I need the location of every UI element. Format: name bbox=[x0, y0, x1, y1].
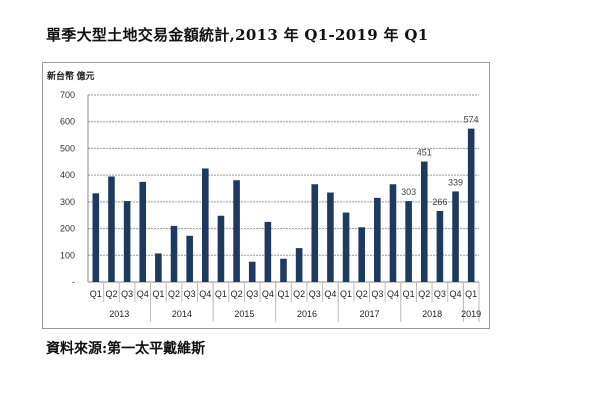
bar bbox=[123, 201, 131, 282]
x-tick-label: Q4 bbox=[137, 289, 149, 299]
chart-title: 單季大型土地交易金額統計,2013 年 Q1-2019 年 Q1 bbox=[46, 26, 429, 44]
bar bbox=[108, 176, 115, 282]
year-label: 2013 bbox=[109, 309, 129, 319]
bar bbox=[452, 191, 459, 282]
x-tick-label: Q3 bbox=[246, 289, 258, 299]
y-tick-label: 200 bbox=[60, 224, 75, 234]
chart-frame: 新台幣 億元 -100 200 300 400 500 600 700 Q1 Q2 Q3 Q4 2013… bbox=[42, 62, 490, 329]
bar bbox=[139, 181, 147, 282]
y-tick-label: 600 bbox=[60, 117, 75, 127]
bar bbox=[248, 261, 256, 282]
bar bbox=[327, 192, 334, 282]
x-tick-label: Q1 bbox=[277, 289, 289, 299]
bar bbox=[389, 184, 397, 282]
x-tick-label: Q3 bbox=[121, 289, 133, 299]
y-tick-label: 100 bbox=[60, 250, 75, 260]
x-tick-label: Q2 bbox=[418, 289, 430, 299]
x-tick-label: Q3 bbox=[434, 289, 446, 299]
x-tick-label: Q2 bbox=[168, 289, 180, 299]
x-tick-label: Q3 bbox=[371, 289, 383, 299]
bar bbox=[467, 128, 475, 282]
bar bbox=[358, 227, 365, 282]
year-label: 2019 bbox=[461, 309, 481, 319]
x-tick-label: Q2 bbox=[293, 289, 305, 299]
x-tick-label: Q1 bbox=[90, 289, 102, 299]
x-tick-label: Q4 bbox=[324, 289, 336, 299]
bar bbox=[295, 248, 303, 282]
bar bbox=[155, 253, 162, 282]
year-label: 2017 bbox=[360, 309, 380, 319]
x-tick-label: Q4 bbox=[262, 289, 274, 299]
bar bbox=[92, 193, 100, 282]
year-label: 2018 bbox=[422, 309, 442, 319]
x-tick-label: Q1 bbox=[340, 289, 352, 299]
bar bbox=[405, 201, 412, 282]
x-tick-label: Q2 bbox=[105, 289, 117, 299]
bar bbox=[233, 180, 240, 282]
y-axis-label: 新台幣 億元 bbox=[47, 70, 95, 81]
x-tick-label: Q3 bbox=[309, 289, 321, 299]
y-tick-label: 500 bbox=[60, 143, 75, 153]
y-tick-label: 700 bbox=[60, 90, 75, 100]
data-label: 574 bbox=[464, 115, 479, 125]
x-tick-label: Q3 bbox=[184, 289, 196, 299]
y-tick-label: - bbox=[72, 277, 75, 287]
bar bbox=[436, 210, 444, 282]
x-tick-label: Q1 bbox=[215, 289, 227, 299]
x-tick-label: Q1 bbox=[465, 289, 477, 299]
x-tick-label: Q4 bbox=[387, 289, 399, 299]
year-label: 2016 bbox=[297, 309, 317, 319]
x-tick-label: Q4 bbox=[450, 289, 462, 299]
year-label: 2014 bbox=[172, 309, 192, 319]
data-label: 339 bbox=[448, 177, 463, 187]
y-tick-label: 300 bbox=[60, 197, 75, 207]
bar bbox=[202, 168, 209, 282]
year-label: 2015 bbox=[234, 309, 254, 319]
bar bbox=[374, 197, 381, 282]
bar bbox=[420, 161, 428, 282]
data-label: 266 bbox=[432, 197, 447, 207]
bar bbox=[264, 221, 272, 282]
bar bbox=[342, 212, 350, 282]
data-label: 303 bbox=[401, 187, 416, 197]
data-label: 451 bbox=[417, 148, 432, 158]
x-tick-label: Q2 bbox=[231, 289, 243, 299]
x-tick-label: Q2 bbox=[356, 289, 368, 299]
source-note: 資料來源:第一太平戴維斯 bbox=[46, 341, 206, 357]
bar bbox=[311, 184, 319, 282]
x-tick-label: Q1 bbox=[403, 289, 415, 299]
bar bbox=[186, 235, 193, 282]
x-tick-label: Q1 bbox=[152, 289, 164, 299]
bar bbox=[280, 258, 287, 282]
x-tick-label: Q4 bbox=[199, 289, 211, 299]
bar bbox=[217, 215, 225, 282]
y-tick-label: 400 bbox=[60, 170, 75, 180]
bar bbox=[170, 225, 178, 282]
